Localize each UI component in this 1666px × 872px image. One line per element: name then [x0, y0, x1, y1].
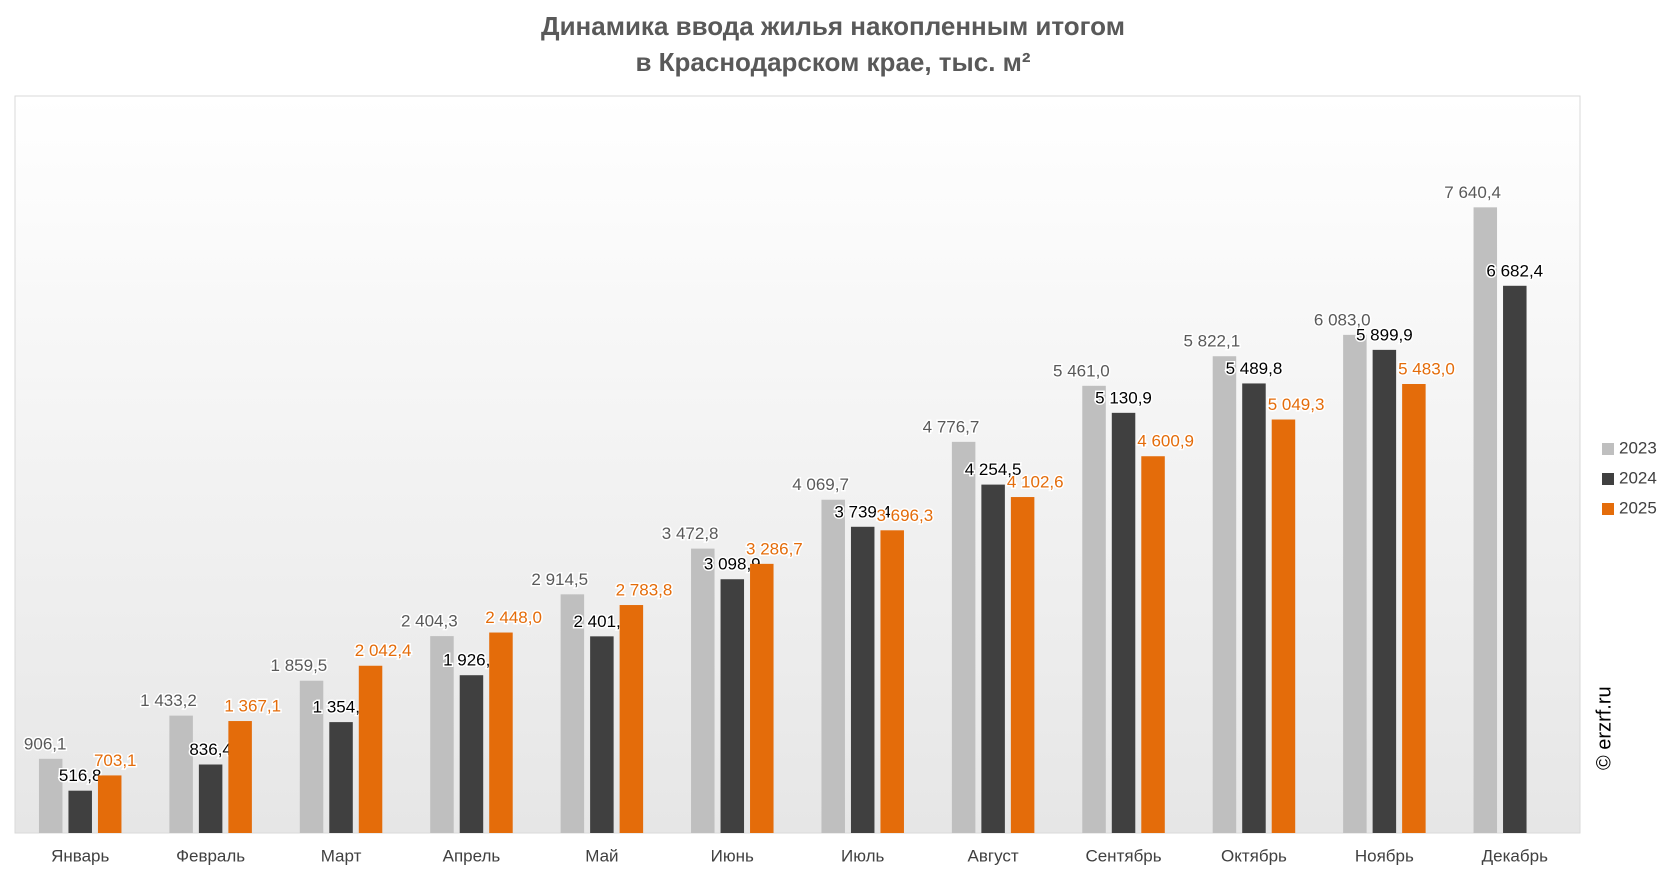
- bar: [489, 632, 513, 833]
- bar: [590, 636, 614, 833]
- data-label: 2 042,4: [355, 641, 412, 660]
- data-label: 1 354,1: [313, 698, 370, 717]
- data-label: 5 049,3: [1268, 395, 1325, 414]
- bar: [981, 484, 1005, 833]
- x-tick-label: Декабрь: [1482, 846, 1548, 865]
- bar: [97, 775, 122, 833]
- bar: [228, 721, 252, 833]
- data-label: 7 640,4: [1444, 183, 1501, 202]
- data-label: 2 404,3: [401, 612, 458, 631]
- bar: [750, 563, 774, 833]
- bar: [1010, 497, 1035, 833]
- bar: [720, 579, 745, 833]
- data-label: 3 696,3: [876, 506, 933, 525]
- data-label: 5 461,0: [1053, 361, 1110, 380]
- data-label: 4 069,7: [792, 475, 849, 494]
- data-label: 4 102,6: [1007, 473, 1064, 492]
- bar: [1242, 383, 1266, 833]
- data-label: 3 472,8: [662, 524, 719, 543]
- bar: [880, 530, 904, 833]
- bar: [1503, 285, 1527, 834]
- data-label: 5 483,0: [1398, 359, 1455, 378]
- x-tick-label: Ноябрь: [1355, 846, 1414, 865]
- x-tick-label: Июль: [841, 846, 885, 865]
- bar: [1141, 456, 1165, 833]
- bar: [169, 715, 193, 833]
- chart-title: в Краснодарском крае, тыс. м²: [635, 47, 1030, 77]
- x-tick-label: Январь: [51, 846, 109, 865]
- bar: [1082, 385, 1106, 833]
- data-label: 703,1: [94, 751, 137, 770]
- bar: [1402, 384, 1426, 833]
- bar: [1343, 334, 1367, 833]
- bar: [821, 499, 845, 833]
- data-label: 3 286,7: [746, 539, 803, 558]
- data-label: 2 401,5: [574, 612, 631, 631]
- data-label: 3 098,9: [704, 555, 761, 574]
- data-label: 4 254,5: [965, 460, 1022, 479]
- bar: [1372, 349, 1397, 833]
- plot-area: [14, 95, 1581, 834]
- x-tick-label: Февраль: [176, 846, 245, 865]
- data-label: 2 914,5: [531, 570, 588, 589]
- bar: [68, 790, 92, 833]
- bar: [329, 722, 353, 833]
- x-tick-label: Июнь: [711, 846, 754, 865]
- bar: [951, 441, 976, 833]
- data-label: 5 822,1: [1183, 332, 1240, 351]
- bar: [299, 680, 324, 833]
- data-label: 4 600,9: [1137, 432, 1194, 451]
- bar: [691, 548, 715, 833]
- chart-title: Динамика ввода жилья накопленным итогом: [541, 11, 1125, 41]
- legend-swatch: [1602, 473, 1614, 485]
- bar: [198, 764, 223, 833]
- bar: [1212, 356, 1237, 833]
- bar: [1271, 419, 1296, 833]
- x-tick-label: Апрель: [443, 846, 501, 865]
- x-tick-label: Октябрь: [1221, 846, 1287, 865]
- data-label: 1 859,5: [271, 656, 328, 675]
- x-tick-label: Сентябрь: [1085, 846, 1161, 865]
- legend-swatch: [1602, 503, 1614, 515]
- bar: [619, 605, 644, 833]
- data-label: 1 926,9: [443, 651, 500, 670]
- legend-label: 2023: [1619, 438, 1657, 457]
- data-label: 1 367,1: [224, 697, 281, 716]
- data-label: 4 776,7: [923, 417, 980, 436]
- x-tick-label: Август: [968, 846, 1019, 865]
- x-tick-label: Май: [585, 846, 618, 865]
- watermark: © erzrf.ru: [1593, 686, 1615, 770]
- bar: [38, 758, 63, 833]
- data-label: 906,1: [24, 734, 67, 753]
- legend-swatch: [1602, 443, 1614, 455]
- data-label: 1 433,2: [140, 691, 197, 710]
- bar: [1473, 207, 1498, 834]
- data-label: 516,8: [59, 766, 102, 785]
- data-label: 6 682,4: [1486, 261, 1543, 280]
- data-label: 5 130,9: [1095, 388, 1152, 407]
- data-label: 836,4: [189, 740, 232, 759]
- data-label: 6 083,0: [1314, 310, 1371, 329]
- legend-label: 2025: [1619, 498, 1657, 517]
- data-label: 2 783,8: [616, 581, 673, 600]
- data-label: 2 448,0: [485, 608, 542, 627]
- data-label: 5 489,8: [1226, 359, 1283, 378]
- data-label: 5 899,9: [1356, 325, 1413, 344]
- bar: [560, 594, 585, 833]
- legend-label: 2024: [1619, 468, 1657, 487]
- data-label: 3 739,4: [834, 502, 891, 521]
- bar: [459, 675, 484, 833]
- bar: [850, 526, 875, 833]
- x-tick-label: Март: [321, 846, 362, 865]
- bar: [430, 636, 454, 833]
- bar: [1111, 412, 1136, 833]
- bar: [358, 665, 383, 833]
